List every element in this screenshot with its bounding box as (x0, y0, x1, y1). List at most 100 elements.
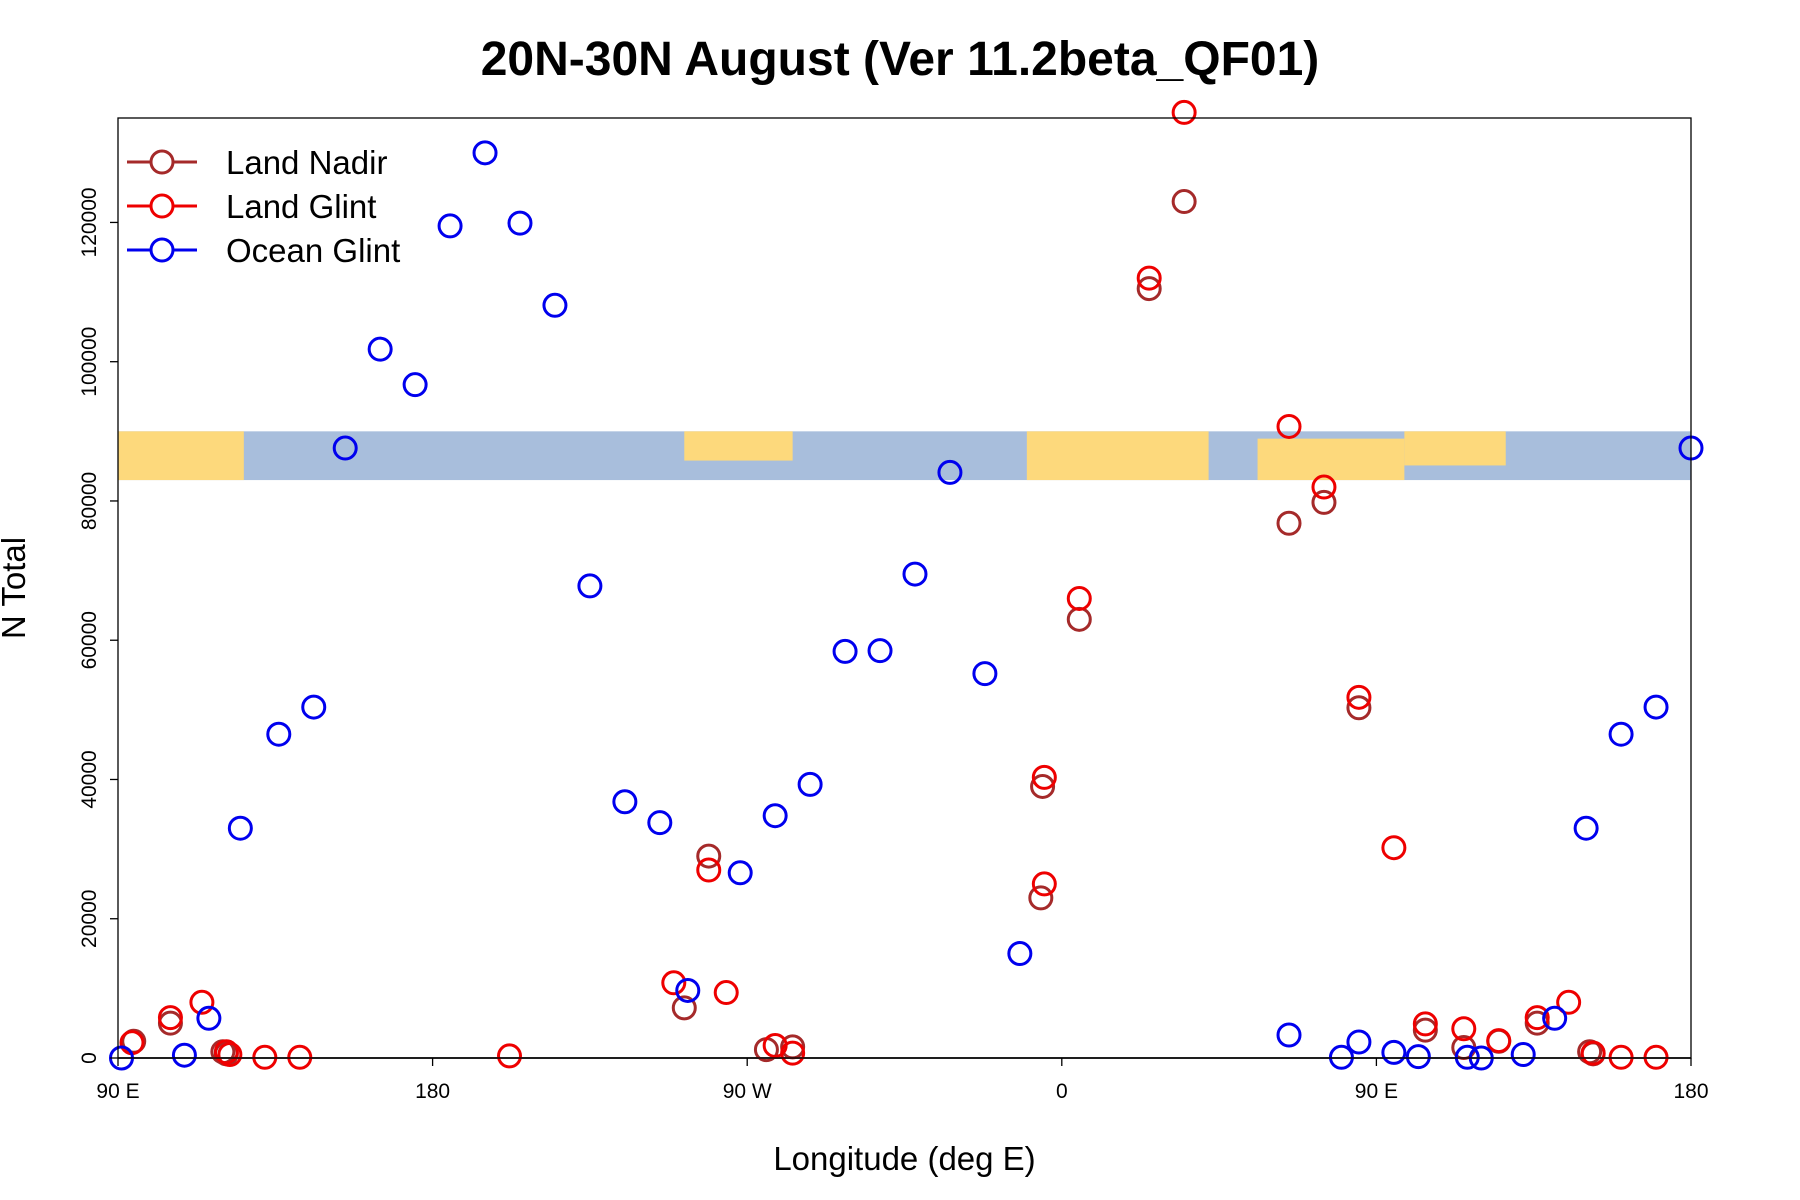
data-point (497, 1043, 523, 1069)
x-tick-label: 0 (1056, 1080, 1068, 1103)
data-point (675, 977, 701, 1003)
x-tick-label: 180 (1673, 1080, 1708, 1103)
data-point (797, 771, 823, 797)
data-point (832, 638, 858, 664)
data-point (472, 140, 498, 166)
y-axis: 0 20000 40000 60000 80000 100000 120000 (78, 187, 118, 1064)
data-point (217, 1042, 243, 1068)
y-tick-label: 40000 (78, 750, 101, 808)
y-axis-label: N Total (0, 537, 32, 639)
data-point (367, 336, 393, 362)
data-point (937, 459, 963, 485)
data-point (1510, 1042, 1536, 1068)
data-point (577, 573, 603, 599)
data-point (1031, 764, 1057, 790)
map-land (118, 431, 244, 481)
data-point (1381, 1039, 1407, 1065)
data-point (1643, 1044, 1669, 1070)
data-point (713, 980, 739, 1006)
data-point (213, 1039, 239, 1065)
legend: Land Nadir Land Glint Ocean Glint (127, 144, 400, 269)
data-point (972, 661, 998, 687)
data-point (1136, 265, 1162, 291)
map-land (684, 431, 793, 461)
legend-label: Land Nadir (226, 144, 387, 181)
data-point (287, 1044, 313, 1070)
legend-marker (149, 237, 175, 263)
data-point (1276, 413, 1302, 439)
data-point (266, 721, 292, 747)
data-point (1580, 1040, 1606, 1066)
data-point (1454, 1044, 1480, 1070)
legend-item: Land Glint (127, 188, 376, 225)
data-point (1486, 1028, 1512, 1054)
data-point (1643, 694, 1669, 720)
data-point (252, 1044, 278, 1070)
data-point (301, 694, 327, 720)
y-tick-label: 80000 (78, 472, 101, 530)
data-point (1171, 99, 1197, 125)
legend-marker (149, 149, 175, 175)
data-point (1346, 695, 1372, 721)
data-point (1066, 585, 1092, 611)
series-layer (108, 99, 1704, 1071)
data-point (332, 435, 358, 461)
series-land-nadir (121, 189, 1606, 1067)
data-point (227, 815, 253, 841)
plot-frame (117, 117, 1692, 1059)
data-point (1451, 1016, 1477, 1042)
data-point (1608, 721, 1634, 747)
data-point (1171, 189, 1197, 215)
data-point (1328, 1044, 1354, 1070)
data-point (1524, 1005, 1550, 1031)
data-point (542, 292, 568, 318)
data-point (727, 860, 753, 886)
data-point (1346, 684, 1372, 710)
data-point (189, 989, 215, 1015)
data-point (1346, 1029, 1372, 1055)
data-point (902, 561, 928, 587)
series-ocean-glint (108, 140, 1704, 1071)
data-point (780, 1040, 806, 1066)
data-point (1007, 941, 1033, 967)
y-tick-label: 20000 (78, 890, 101, 948)
data-point (1542, 1005, 1568, 1031)
data-point (1405, 1044, 1431, 1070)
data-point (671, 995, 697, 1021)
data-point (1412, 1011, 1438, 1037)
legend-item: Land Nadir (127, 144, 387, 181)
map-land (1404, 431, 1506, 466)
data-point (1311, 489, 1337, 515)
legend-marker (149, 193, 175, 219)
data-point (1031, 871, 1057, 897)
data-point (762, 803, 788, 829)
y-tick-label: 0 (78, 1052, 101, 1064)
data-point (1573, 815, 1599, 841)
x-axis: 90 E 180 90 W 0 90 E 180 (96, 1058, 1709, 1103)
x-axis-label: Longitude (deg E) (773, 1140, 1035, 1177)
data-point (437, 213, 463, 239)
data-point (1028, 885, 1054, 911)
data-point (171, 1042, 197, 1068)
data-point (1608, 1044, 1634, 1070)
chart-title: 20N-30N August (Ver 11.2beta_QF01) (481, 33, 1320, 86)
legend-label: Ocean Glint (226, 232, 400, 269)
y-tick-label: 60000 (78, 611, 101, 669)
legend-item: Ocean Glint (127, 232, 400, 269)
y-tick-label: 100000 (78, 327, 101, 397)
data-point (867, 638, 893, 664)
world-map-strip (118, 431, 1691, 481)
data-point (647, 810, 673, 836)
map-land (1026, 431, 1209, 481)
series-land-glint (119, 99, 1669, 1070)
x-tick-label: 90 W (723, 1080, 772, 1103)
data-point (696, 857, 722, 883)
data-point (1381, 835, 1407, 861)
data-point (1066, 606, 1092, 632)
data-point (507, 210, 533, 236)
data-point (1030, 773, 1056, 799)
x-tick-label: 180 (415, 1080, 450, 1103)
data-point (661, 970, 687, 996)
legend-label: Land Glint (226, 188, 376, 225)
